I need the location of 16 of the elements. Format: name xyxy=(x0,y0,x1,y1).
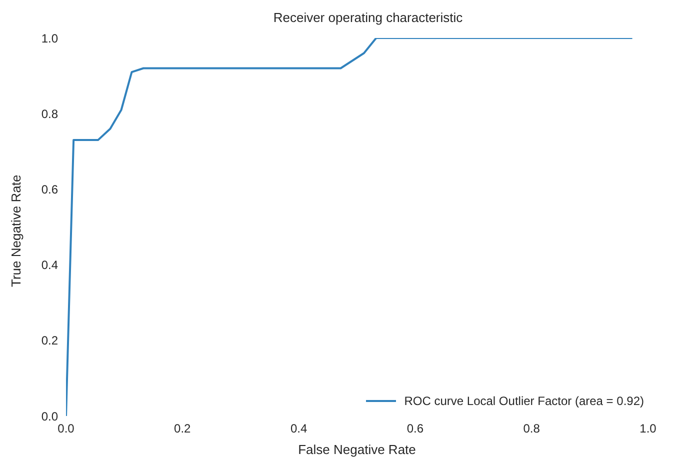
x-axis-title: False Negative Rate xyxy=(298,442,416,457)
chart-title: Receiver operating characteristic xyxy=(272,10,464,25)
x-tick-label: 0.0 xyxy=(58,422,75,436)
x-tick-label: 0.6 xyxy=(406,422,424,436)
x-tick-label: 0.8 xyxy=(523,422,540,436)
y-tick-label: 0.0 xyxy=(41,409,58,424)
y-tick-label: 0.4 xyxy=(41,258,58,272)
y-tick-label: 1.0 xyxy=(41,31,58,46)
x-tick-label: 1.0 xyxy=(640,422,657,436)
x-tick-label: 0.2 xyxy=(174,422,192,436)
y-tick-label: 0.2 xyxy=(41,334,58,348)
y-tick-label: 0.8 xyxy=(41,106,58,121)
legend-label: ROC curve Local Outlier Factor (area = 0.92) xyxy=(404,394,644,408)
x-tick-label: 0.4 xyxy=(290,422,308,436)
y-tick-label: 0.6 xyxy=(41,182,58,196)
y-axis-title: True Negative Rate xyxy=(8,174,24,287)
